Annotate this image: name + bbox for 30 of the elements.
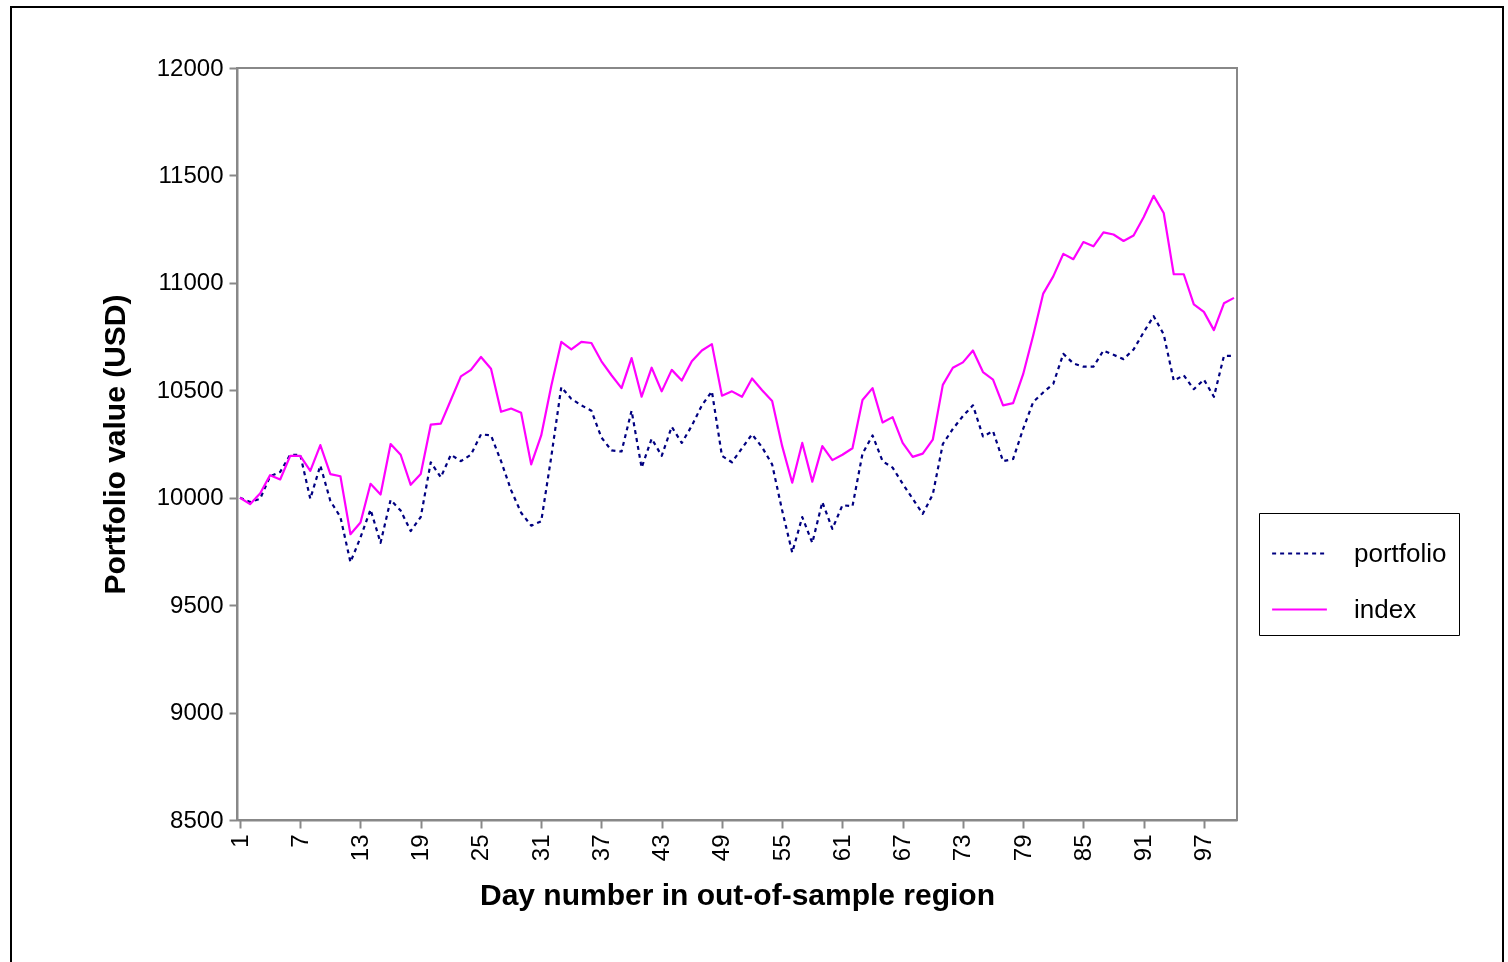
y-tick-label: 8500 (170, 805, 224, 833)
x-tick-label: 73 (948, 834, 976, 862)
y-tick-label: 12000 (156, 53, 224, 81)
x-tick-label: 37 (586, 834, 614, 862)
x-tick-label: 7 (285, 834, 313, 848)
x-tick-label: 67 (888, 834, 916, 862)
x-axis-title: Day number in out-of-sample region (479, 878, 996, 912)
y-axis-title: Portfolio value (USD) (97, 294, 131, 595)
y-tick-label: 11000 (158, 268, 224, 296)
legend-label: index (1354, 593, 1417, 624)
y-tick-label: 10500 (156, 375, 224, 403)
x-tick-label: 97 (1189, 834, 1217, 862)
y-tick-label: 10000 (156, 483, 224, 511)
x-tick-label: 49 (707, 834, 735, 862)
line-series (238, 194, 1236, 536)
legend-label: portfolio (1354, 537, 1447, 568)
x-tick-label: 13 (345, 834, 373, 862)
x-tick-label: 55 (767, 834, 795, 862)
x-tick-label: 19 (406, 834, 434, 862)
y-tick-label: 9000 (170, 698, 224, 726)
x-tick-label: 43 (647, 834, 675, 862)
x-tick-label: 85 (1068, 834, 1096, 862)
x-tick-label: 79 (1008, 834, 1036, 862)
y-tick-label: 9500 (170, 590, 224, 618)
x-tick-label: 25 (466, 834, 494, 862)
x-tick-label: 61 (827, 834, 855, 862)
x-tick-label: 91 (1129, 834, 1157, 862)
y-tick-label: 11500 (158, 160, 224, 188)
x-tick-label: 31 (526, 834, 554, 862)
x-tick-label: 1 (225, 834, 253, 848)
